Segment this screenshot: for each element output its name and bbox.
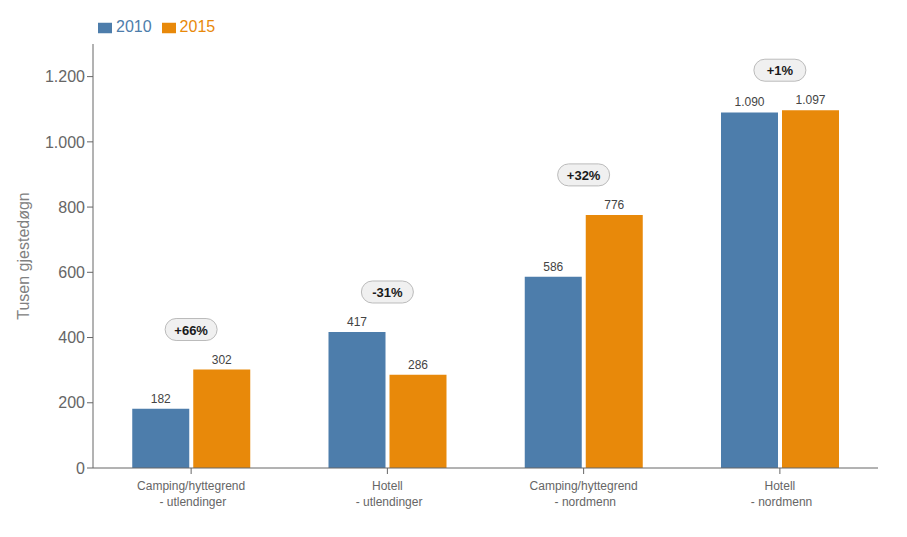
- svg-text:1.097: 1.097: [795, 93, 825, 107]
- svg-text:0: 0: [76, 460, 85, 477]
- svg-text:1.000: 1.000: [45, 134, 85, 151]
- svg-text:+1%: +1%: [767, 63, 794, 78]
- svg-text:Camping/hyttegrend - utlending: Camping/hyttegrend - utlendinger: [137, 479, 245, 509]
- svg-text:1.090: 1.090: [734, 95, 764, 109]
- svg-text:+66%: +66%: [174, 323, 208, 338]
- svg-text:Hotell - utlendinger: Hotell - utlendinger: [352, 479, 422, 509]
- svg-text:200: 200: [58, 394, 85, 411]
- svg-text:-31%: -31%: [372, 285, 403, 300]
- svg-text:400: 400: [58, 329, 85, 346]
- svg-text:182: 182: [151, 392, 171, 406]
- svg-text:776: 776: [604, 198, 624, 212]
- svg-text:417: 417: [347, 315, 367, 329]
- svg-text:Camping/hyttegrend - nordmenn: Camping/hyttegrend - nordmenn: [530, 479, 638, 509]
- svg-text:600: 600: [58, 264, 85, 281]
- svg-text:Tusen gjestedøgn: Tusen gjestedøgn: [15, 192, 32, 319]
- html-text:2015: 2015: [179, 18, 216, 35]
- svg-text:+32%: +32%: [567, 168, 601, 183]
- html-text:2010: 2010: [116, 18, 152, 35]
- svg-text:Hotell - nordmenn: Hotell - nordmenn: [748, 479, 813, 509]
- svg-text:302: 302: [212, 353, 232, 367]
- svg-text:800: 800: [58, 199, 85, 216]
- svg-text:1.200: 1.200: [45, 68, 85, 85]
- svg-text:286: 286: [408, 358, 428, 372]
- svg-text:586: 586: [543, 260, 563, 274]
